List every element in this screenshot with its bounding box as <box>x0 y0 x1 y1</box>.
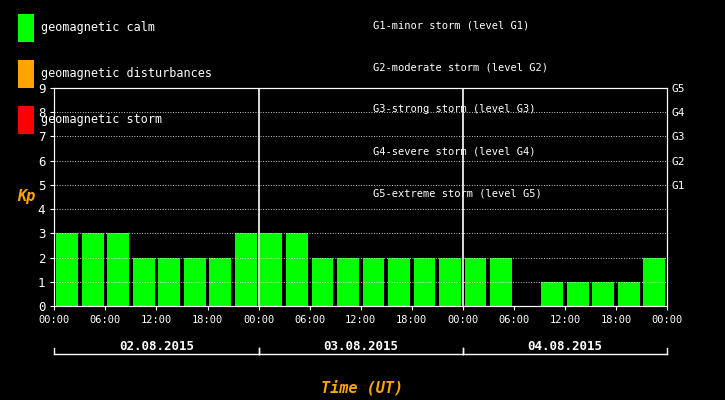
Bar <box>260 233 282 306</box>
Bar <box>490 258 512 306</box>
Bar <box>57 233 78 306</box>
Bar <box>388 258 410 306</box>
Text: G1-minor storm (level G1): G1-minor storm (level G1) <box>373 20 530 30</box>
Bar <box>643 258 665 306</box>
Text: 04.08.2015: 04.08.2015 <box>527 340 602 352</box>
Text: geomagnetic disturbances: geomagnetic disturbances <box>41 68 212 80</box>
Text: 02.08.2015: 02.08.2015 <box>119 340 194 352</box>
Bar <box>567 282 589 306</box>
Text: G4-severe storm (level G4): G4-severe storm (level G4) <box>373 146 536 156</box>
Bar <box>184 258 206 306</box>
Bar <box>592 282 614 306</box>
Bar <box>362 258 384 306</box>
Bar <box>210 258 231 306</box>
Text: 03.08.2015: 03.08.2015 <box>323 340 398 352</box>
Bar <box>618 282 639 306</box>
Text: G3-strong storm (level G3): G3-strong storm (level G3) <box>373 104 536 114</box>
Bar <box>235 233 257 306</box>
Text: geomagnetic calm: geomagnetic calm <box>41 22 155 34</box>
Bar <box>133 258 154 306</box>
Bar <box>439 258 461 306</box>
Bar <box>286 233 307 306</box>
Bar <box>465 258 486 306</box>
Text: geomagnetic storm: geomagnetic storm <box>41 114 162 126</box>
Bar <box>158 258 180 306</box>
Y-axis label: Kp: Kp <box>17 190 36 204</box>
Bar <box>414 258 435 306</box>
Text: G2-moderate storm (level G2): G2-moderate storm (level G2) <box>373 62 548 72</box>
Bar <box>542 282 563 306</box>
Bar <box>82 233 104 306</box>
Bar <box>107 233 129 306</box>
Bar <box>337 258 359 306</box>
Text: Time (UT): Time (UT) <box>321 380 404 396</box>
Bar <box>312 258 334 306</box>
Text: G5-extreme storm (level G5): G5-extreme storm (level G5) <box>373 188 542 198</box>
